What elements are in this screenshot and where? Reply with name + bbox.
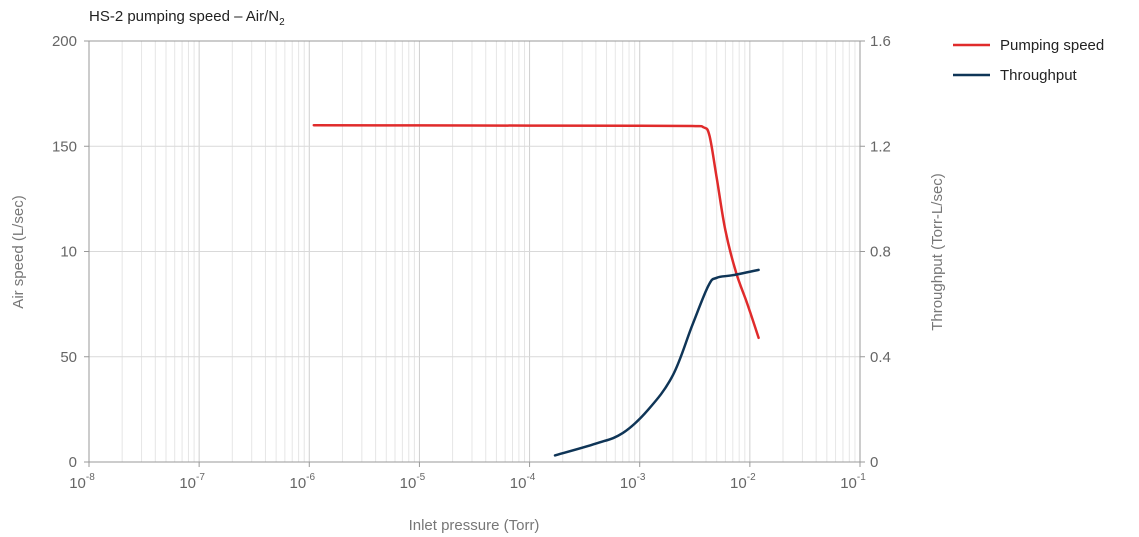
legend-label: Throughput	[1000, 67, 1078, 84]
y-right-tick-label: 0.4	[870, 349, 891, 366]
y-right-axis-ticks: 0 0.4 0.8 1.2 1.6	[860, 33, 891, 471]
x-tick-label: 10-5	[400, 472, 426, 492]
x-tick-label: 10-3	[620, 472, 646, 492]
legend: Pumping speed Throughput	[953, 37, 1104, 84]
series-line-throughput	[553, 268, 760, 457]
y-right-tick-label: 0	[870, 454, 878, 471]
y-right-tick-label: 0.8	[870, 244, 891, 261]
x-tick-label: 10-1	[840, 472, 866, 492]
series-lines	[312, 123, 760, 457]
x-tick-label: 10-8	[69, 472, 95, 492]
y-left-tick-label: 10	[60, 244, 77, 261]
legend-label: Pumping speed	[1000, 37, 1104, 54]
y-right-tick-label: 1.6	[870, 33, 891, 50]
y-left-tick-label: 150	[52, 138, 77, 155]
y-left-tick-label: 200	[52, 33, 77, 50]
x-tick-label: 10-2	[730, 472, 756, 492]
x-tick-label: 10-6	[289, 472, 315, 492]
y-right-tick-label: 1.2	[870, 138, 891, 155]
x-tick-label: 10-7	[179, 472, 205, 492]
x-axis-label: Inlet pressure (Torr)	[409, 517, 540, 534]
x-axis-ticks: 10-8 10-7 10-6 10-5 10-4 10-3 10-2 10-1	[69, 462, 866, 492]
y-left-tick-label: 50	[60, 349, 77, 366]
y-left-tick-label: 0	[69, 454, 77, 471]
y-left-axis-ticks: 0 50 10 150 200	[52, 33, 89, 471]
y-right-axis-label: Throughput (Torr-L/sec)	[929, 173, 946, 331]
chart-title: HS-2 pumping speed – Air/N2	[89, 8, 285, 28]
series-line-pumping-speed	[312, 123, 760, 340]
y-left-axis-label: Air speed (L/sec)	[10, 195, 27, 308]
x-tick-label: 10-4	[510, 472, 536, 492]
